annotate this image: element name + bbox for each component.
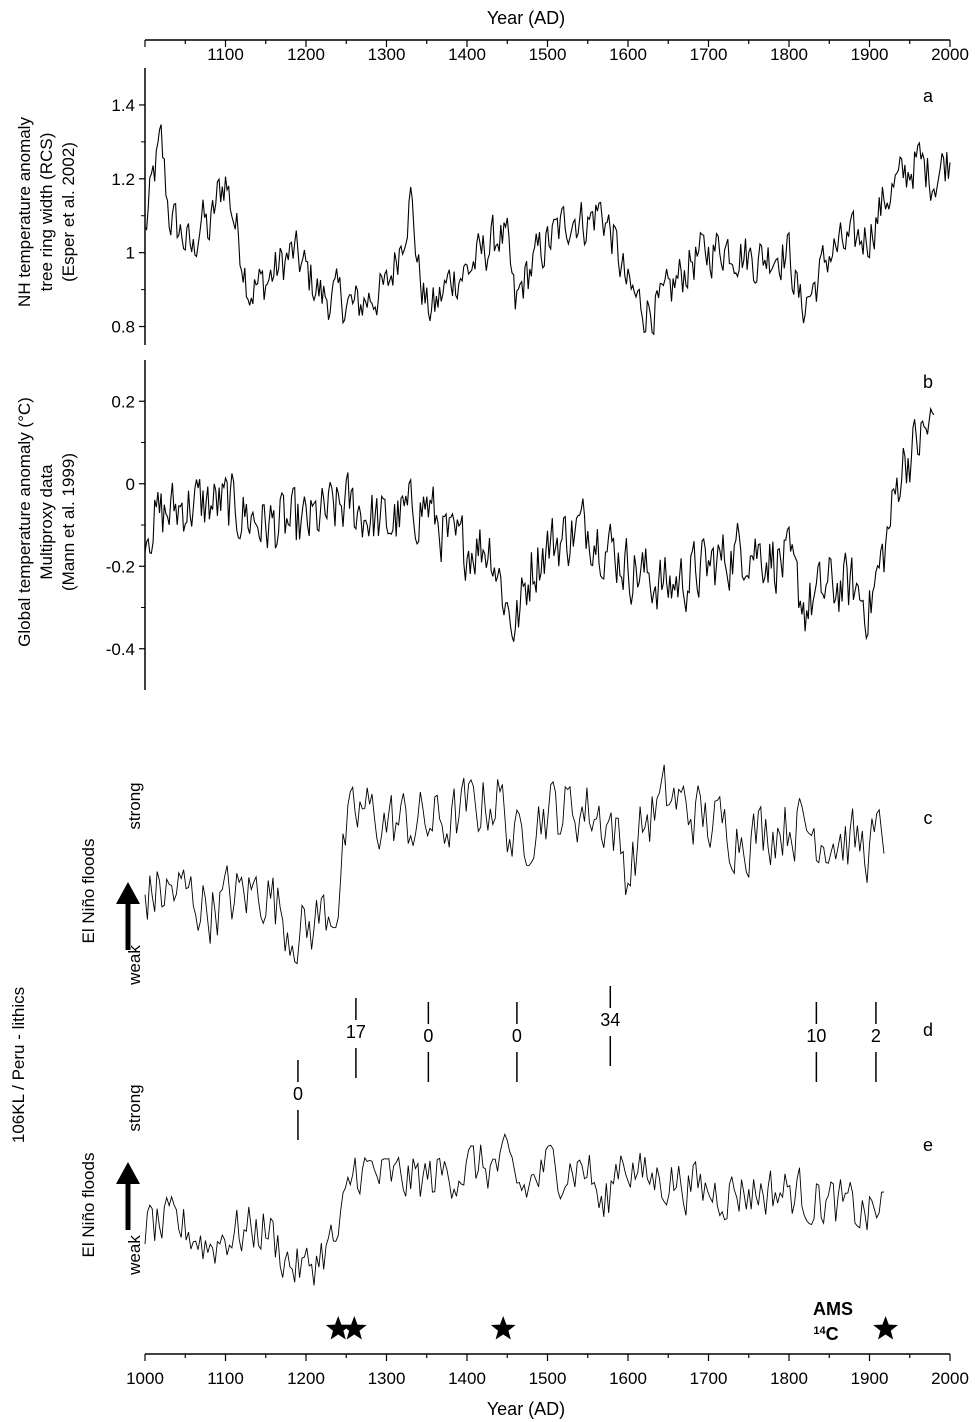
bottom-tick-label: 1600	[609, 1369, 647, 1388]
panel-b: -0.4 -0.2 0 0.2 b Global temperature anomaly …	[15, 360, 935, 690]
star-icon	[341, 1316, 367, 1340]
star-icon	[490, 1316, 516, 1340]
star-icon	[873, 1316, 898, 1340]
top-tick-label: 1900	[851, 45, 889, 64]
shared-ylabel: 106KL / Peru - lithics	[9, 987, 28, 1143]
bottom-tick-label: 2000	[931, 1369, 969, 1388]
panel-b-ylabel-line: (Mann et al. 1999)	[59, 453, 78, 591]
count-label: 2	[871, 1026, 881, 1046]
bottom-axis: 1000 1100 1200 1300 1400 1500 1600 1700 1800 1900…	[126, 1353, 969, 1388]
y-tick-label: 0.8	[111, 318, 135, 337]
bottom-tick-label: 1000	[126, 1369, 164, 1388]
y-tick-label: 1.4	[111, 96, 135, 115]
series-line-a	[144, 124, 951, 336]
count-label: 0	[512, 1026, 522, 1046]
flood-ylabel: El Niño floods	[79, 839, 98, 944]
ams-stars: AMS 14C	[325, 1299, 898, 1344]
top-tick-label: 1200	[287, 45, 325, 64]
top-tick-label: 1100	[207, 45, 244, 64]
top-tick-label: 1600	[609, 45, 647, 64]
panel-letter: b	[923, 372, 933, 392]
panel-letter: e	[923, 1135, 933, 1155]
panel-letter: c	[924, 808, 933, 828]
bottom-tick-label: 1200	[287, 1369, 325, 1388]
bottom-tick-label: 1500	[529, 1369, 567, 1388]
y-tick-label: -0.2	[106, 557, 135, 576]
bottom-tick-label: 1400	[448, 1369, 486, 1388]
weak-label: weak	[125, 1235, 144, 1276]
top-tick-label: 2000	[931, 45, 969, 64]
bottom-axis-title: Year (AD)	[487, 1399, 565, 1419]
c14-label: 14C	[813, 1324, 838, 1344]
series-line-b	[144, 406, 935, 642]
panel-a-ylabel-line: (Esper et al. 2002)	[59, 142, 78, 282]
y-tick-label: 0	[126, 475, 135, 494]
y-tick-label: -0.4	[106, 640, 135, 659]
series-line-e	[144, 1132, 885, 1286]
y-tick-label: 1.2	[111, 170, 135, 189]
ams-label: AMS	[813, 1299, 853, 1319]
count-label: 0	[423, 1026, 433, 1046]
panel-b-ylabel-line: Multiproxy data	[37, 464, 56, 580]
top-axis-title: Year (AD)	[487, 8, 565, 28]
count-label: 17	[346, 1022, 366, 1042]
flood-ylabel: El Niño floods	[79, 1153, 98, 1258]
top-tick-label: 1400	[448, 45, 486, 64]
top-tick-label: 1300	[368, 45, 406, 64]
top-tick-label: 1700	[690, 45, 728, 64]
y-tick-label: 0.2	[111, 392, 135, 411]
top-tick-label: 1800	[770, 45, 808, 64]
top-axis: 1100 1200 1300 1400 1500 1600 1700 1800 1900 2000	[144, 39, 969, 64]
panel-letter: d	[923, 1020, 933, 1040]
panel-a: 0.8 1 1.2 1.4 a NH temperature anomaly tree ri…	[15, 68, 951, 345]
weak-label: weak	[125, 945, 144, 986]
count-label: 10	[806, 1026, 826, 1046]
panel-letter: a	[923, 86, 934, 106]
strong-label: strong	[125, 782, 144, 829]
count-label: 0	[293, 1084, 303, 1104]
bottom-tick-label: 1800	[770, 1369, 808, 1388]
panel-e: e weak strong El Niño floods	[79, 1084, 933, 1286]
bottom-tick-label: 1100	[207, 1369, 244, 1388]
top-tick-label: 1500	[529, 45, 567, 64]
strong-label: strong	[125, 1084, 144, 1131]
bottom-tick-label: 1300	[368, 1369, 406, 1388]
bottom-tick-label: 1700	[690, 1369, 728, 1388]
arrow-up-icon	[116, 1162, 140, 1184]
star-icon	[325, 1316, 351, 1340]
arrow-up-icon	[116, 882, 140, 904]
y-tick-label: 1	[126, 244, 135, 263]
panel-a-ylabel-line: tree ring width (RCS)	[37, 133, 56, 292]
panel-c: c weak strong El Niño floods	[79, 764, 933, 986]
count-label: 34	[600, 1010, 620, 1030]
bottom-tick-label: 1900	[851, 1369, 889, 1388]
series-line-c	[144, 764, 885, 965]
panel-d: d 0 17 0 0 34 10 2	[293, 986, 933, 1140]
panel-a-ylabel-line: NH temperature anomaly	[15, 117, 34, 307]
panel-b-ylabel-line: Global temperature anomaly (°C)	[15, 397, 34, 647]
